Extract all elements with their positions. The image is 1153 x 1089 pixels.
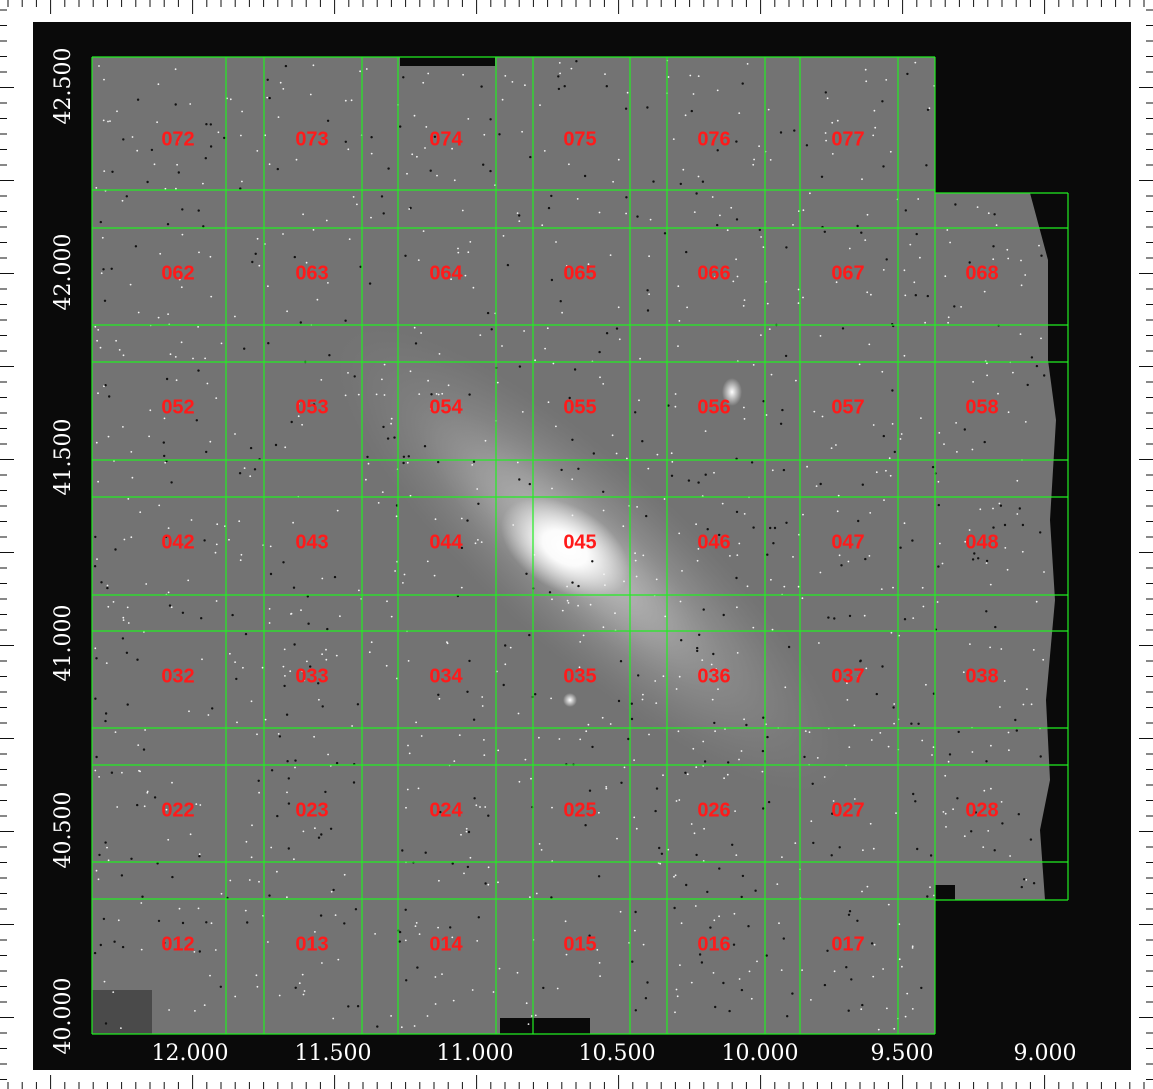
tile-label-055: 055 (563, 396, 596, 418)
tile-grid (91, 56, 1069, 1035)
tile-label-066: 066 (697, 262, 730, 284)
tile-label-022: 022 (161, 799, 194, 821)
tile-label-063: 063 (295, 262, 328, 284)
tile-label-027: 027 (831, 799, 864, 821)
tile-label-058: 058 (965, 396, 998, 418)
y-tick-label: 40.000 (51, 978, 76, 1055)
tile-label-068: 068 (965, 262, 998, 284)
tile-label-047: 047 (831, 531, 864, 553)
tile-label-052: 052 (161, 396, 194, 418)
tile-label-053: 053 (295, 396, 328, 418)
tile-label-014: 014 (429, 933, 463, 955)
x-tick-label: 12.000 (152, 1041, 229, 1066)
x-tick-label: 9.000 (1014, 1041, 1077, 1066)
satellite-galaxy-ngc205 (722, 378, 742, 406)
tile-label-073: 073 (295, 128, 328, 150)
tile-label-017: 017 (831, 933, 864, 955)
tile-label-064: 064 (429, 262, 463, 284)
tile-label-057: 057 (831, 396, 864, 418)
tile-label-023: 023 (295, 799, 328, 821)
tile-label-025: 025 (563, 799, 596, 821)
tile-label-033: 033 (295, 665, 328, 687)
tile-label-013: 013 (295, 933, 328, 955)
tile-label-044: 044 (429, 531, 463, 553)
tile-label-056: 056 (697, 396, 730, 418)
tile-label-067: 067 (831, 262, 864, 284)
tile-label-034: 034 (429, 665, 463, 687)
tile-label-043: 043 (295, 531, 328, 553)
y-tick-label: 42.500 (51, 48, 76, 125)
tile-label-072: 072 (161, 128, 194, 150)
satellite-galaxy-m32 (563, 693, 577, 707)
tile-label-037: 037 (831, 665, 864, 687)
tile-label-038: 038 (965, 665, 998, 687)
x-tick-label: 10.000 (722, 1041, 799, 1066)
tile-label-026: 026 (697, 799, 730, 821)
tile-label-075: 075 (563, 128, 596, 150)
tile-label-074: 074 (429, 128, 463, 150)
tile-label-024: 024 (429, 799, 463, 821)
tile-label-077: 077 (831, 128, 864, 150)
tile-label-028: 028 (965, 799, 998, 821)
y-tick-label: 40.500 (51, 792, 76, 869)
tile-label-012: 012 (161, 933, 194, 955)
tile-label-036: 036 (697, 665, 730, 687)
star-field (93, 59, 1046, 1031)
tile-label-015: 015 (563, 933, 596, 955)
y-tick-label: 41.000 (51, 605, 76, 682)
tile-label-032: 032 (161, 665, 194, 687)
tile-label-035: 035 (563, 665, 596, 687)
tile-labels: 072 073 074 075 076 077 062 063 064 065 066 067 068 0… (161, 128, 998, 955)
tile-label-042: 042 (161, 531, 194, 553)
tile-label-062: 062 (161, 262, 194, 284)
tile-label-076: 076 (697, 128, 730, 150)
x-tick-label: 11.000 (437, 1041, 514, 1066)
tile-label-048: 048 (965, 531, 998, 553)
tile-label-016: 016 (697, 933, 730, 955)
tile-label-054: 054 (429, 396, 463, 418)
x-tick-label: 10.500 (579, 1041, 656, 1066)
x-tick-label: 11.500 (295, 1041, 372, 1066)
tile-label-065: 065 (563, 262, 596, 284)
y-tick-label: 42.000 (51, 234, 76, 311)
x-tick-label: 9.500 (871, 1041, 934, 1066)
y-axis-labels: 42.500 42.000 41.500 41.000 40.500 40.000 (51, 48, 76, 1055)
tile-label-045: 045 (563, 531, 596, 553)
tile-label-046: 046 (697, 531, 730, 553)
y-tick-label: 41.500 (51, 419, 76, 496)
x-axis-labels: 12.000 11.500 11.000 10.500 10.000 9.500 9.000 (152, 1041, 1077, 1066)
